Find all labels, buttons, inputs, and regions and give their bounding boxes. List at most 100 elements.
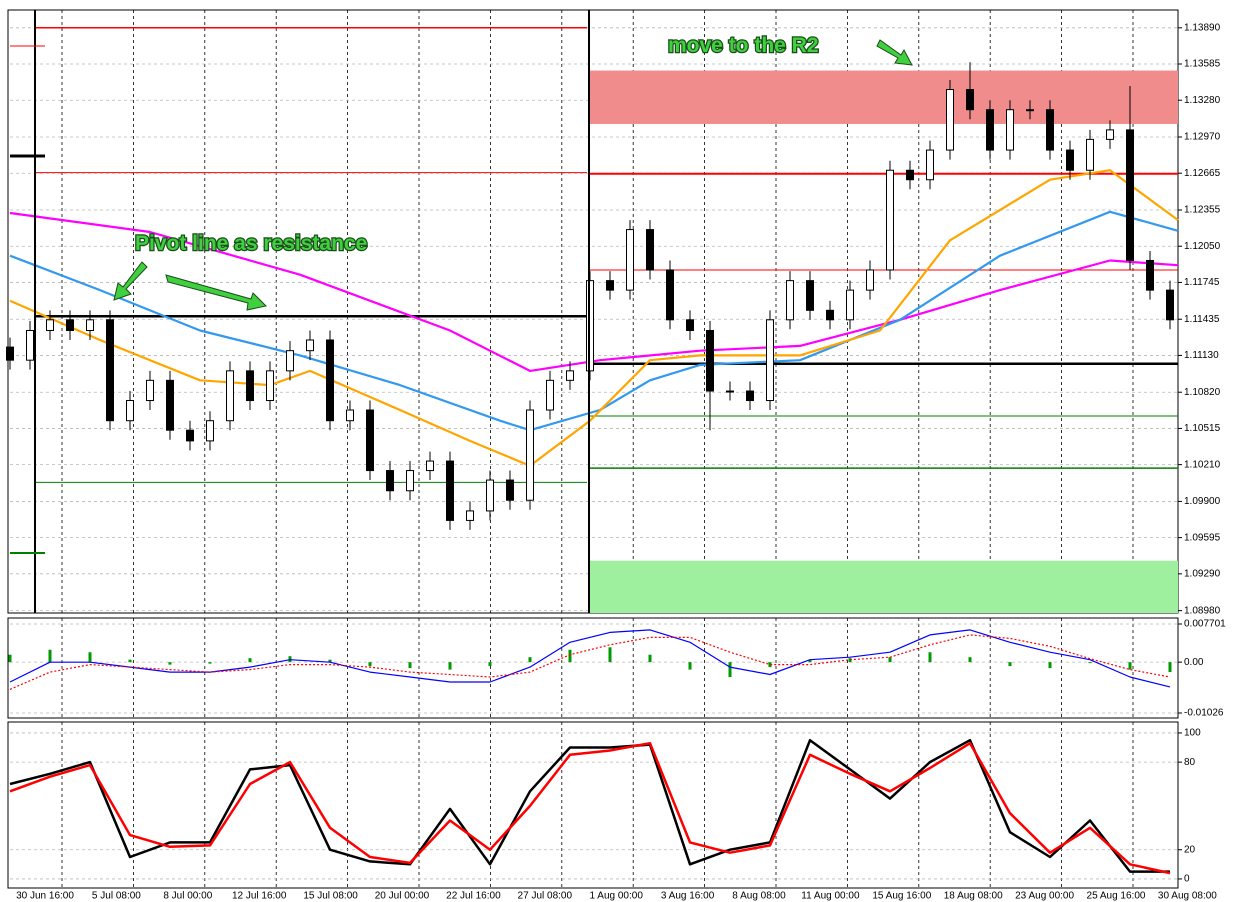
panel-frame: [7, 617, 1179, 719]
histogram-bar: [648, 654, 652, 663]
histogram-bar: [528, 657, 532, 663]
histogram-bar: [1168, 662, 1172, 673]
y-tick-label: -0.01026: [1184, 708, 1224, 719]
histogram-bar: [768, 662, 772, 668]
histogram-bar: [48, 649, 52, 663]
x-tick-label: 25 Aug 16:00: [1087, 891, 1146, 902]
price-zone: [589, 70, 1178, 124]
x-tick-label: 3 Aug 16:00: [661, 891, 715, 902]
histogram-bar: [368, 662, 372, 667]
candle-body: [726, 390, 734, 393]
x-tick-label: 30 Aug 08:00: [1158, 891, 1217, 902]
candle-body: [106, 319, 114, 422]
arrow: [876, 39, 913, 66]
histogram-bar: [808, 659, 812, 663]
candle-body: [1026, 109, 1034, 112]
histogram-bar: [448, 662, 452, 670]
candle-body: [506, 479, 514, 501]
histogram-bar: [1008, 662, 1012, 667]
y-tick-label: 0.007701: [1184, 619, 1226, 630]
y-tick-label: 1.13890: [1184, 22, 1221, 33]
candle-body: [786, 280, 794, 321]
candle-body: [906, 169, 914, 181]
x-tick-label: 8 Aug 08:00: [732, 891, 786, 902]
histogram-bar: [888, 657, 892, 663]
histogram-bar: [928, 652, 932, 663]
candle-body: [306, 339, 314, 352]
x-tick-label: 23 Aug 00:00: [1015, 891, 1074, 902]
candle-body: [686, 319, 694, 331]
panel-frame: [7, 721, 1179, 889]
x-tick-label: 30 Jun 16:00: [16, 891, 74, 902]
y-tick-label: 0.00: [1184, 657, 1204, 668]
candle-body: [466, 510, 474, 521]
candle-body: [1046, 109, 1054, 151]
series-line: [9, 634, 1171, 690]
y-tick-label: 1.10515: [1184, 423, 1221, 434]
candle-body: [246, 370, 254, 402]
y-tick-label: 1.09595: [1184, 532, 1221, 543]
candle-body: [66, 319, 74, 331]
candle-body: [206, 420, 214, 442]
annotation: Pivot line as resistance: [135, 232, 367, 255]
candle-body: [86, 319, 94, 331]
plot-layer: [6, 27, 1179, 875]
histogram-bar: [608, 647, 612, 663]
candle-body: [886, 169, 894, 271]
candle-body: [966, 89, 974, 111]
x-tick-label: 15 Jul 08:00: [303, 891, 358, 902]
candle-body: [186, 429, 194, 442]
histogram-bar: [328, 659, 332, 663]
candle-body: [146, 379, 154, 402]
candle-body: [706, 329, 714, 392]
histogram-bar: [248, 658, 252, 663]
candle-body: [1086, 138, 1094, 171]
histogram-bar: [688, 662, 692, 670]
histogram-bar: [208, 662, 212, 664]
candle-body: [1166, 289, 1174, 321]
histogram-bar: [128, 659, 132, 663]
histogram-bar: [968, 657, 972, 663]
candle-body: [626, 229, 634, 291]
x-tick-label: 5 Jul 08:00: [92, 891, 141, 902]
candle-body: [226, 370, 234, 422]
candle-body: [346, 409, 354, 422]
candle-body: [486, 479, 494, 512]
candle-body: [386, 470, 394, 492]
x-tick-label: 8 Jul 00:00: [163, 891, 212, 902]
y-tick-label: 0: [1184, 874, 1190, 885]
arrows: [113, 39, 913, 311]
histogram-bar: [1048, 662, 1052, 669]
candle-body: [126, 400, 134, 422]
decoration-layer: [10, 10, 913, 613]
x-tick-label: 20 Jul 00:00: [375, 891, 430, 902]
candle-body: [1126, 129, 1134, 261]
candle-body: [846, 289, 854, 321]
candle-body: [406, 470, 414, 492]
x-tick-label: 12 Jul 16:00: [232, 891, 287, 902]
candle-body: [666, 269, 674, 321]
histogram-bar: [1128, 662, 1132, 670]
candle-body: [426, 460, 434, 472]
y-tick-label: 1.12665: [1184, 168, 1221, 179]
histogram-bar: [568, 649, 572, 663]
candle-body: [646, 229, 654, 271]
candle-body: [766, 319, 774, 402]
candle-body: [446, 460, 454, 521]
y-tick-label: 1.09290: [1184, 568, 1221, 579]
arrow: [165, 274, 268, 311]
candle-body: [926, 149, 934, 181]
candle-body: [806, 280, 814, 311]
y-tick-label: 1.11435: [1184, 314, 1220, 325]
y-tick-label: 1.13585: [1184, 59, 1221, 70]
y-tick-label: 1.10210: [1184, 459, 1221, 470]
histogram-bar: [88, 652, 92, 663]
candle-body: [526, 409, 534, 501]
x-tick-label: 18 Aug 08:00: [944, 891, 1003, 902]
y-tick-label: 1.10820: [1184, 387, 1221, 398]
histogram-bar: [728, 662, 732, 678]
candle-body: [266, 370, 274, 402]
y-tick-label: 80: [1184, 757, 1196, 768]
